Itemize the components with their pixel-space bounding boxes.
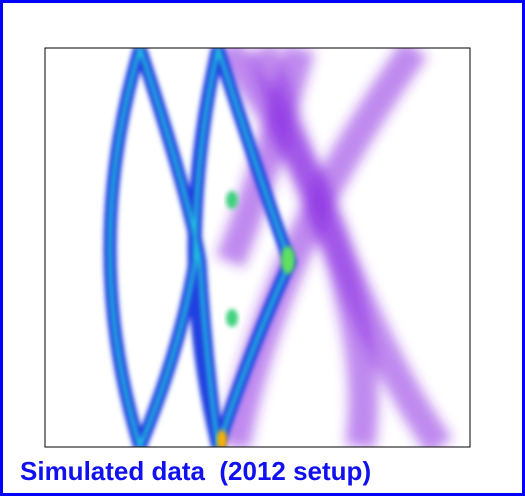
density-plot (3, 3, 522, 493)
frame: Simulated data (2012 setup) (0, 0, 525, 496)
caption: Simulated data (2012 setup) (20, 456, 371, 487)
